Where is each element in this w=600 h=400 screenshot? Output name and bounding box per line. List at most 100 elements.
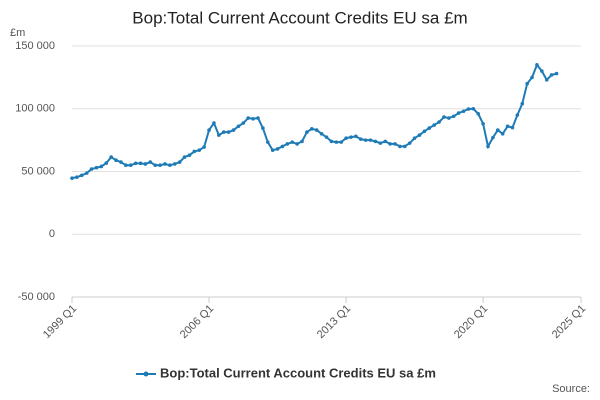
data-point [207,128,211,132]
data-point [236,124,241,129]
data-point [368,138,373,142]
data-point [270,148,275,152]
x-tick-label: 2025 Q1 [550,303,588,341]
data-point [70,176,74,180]
data-point [447,116,451,120]
data-point [177,160,182,164]
data-point [143,162,148,166]
y-tick-label: 0 [49,228,55,240]
data-point [119,160,123,164]
y-tick-label: 50 000 [21,165,55,177]
data-point [246,116,250,120]
data-point [251,116,255,121]
data-point [212,121,216,125]
data-point [427,126,432,130]
data-point [275,147,280,151]
data-point [104,161,109,165]
data-point [79,173,84,178]
data-point [535,63,539,67]
data-point [412,136,417,140]
data-point [510,125,515,130]
data-point [540,69,544,73]
data-point [388,142,392,146]
x-tick-label: 2020 Q1 [452,303,490,341]
x-tick-label: 2006 Q1 [178,303,216,341]
data-point [295,142,299,146]
data-point [172,162,177,166]
data-point [378,141,383,145]
series-line [71,62,557,180]
data-point [114,158,118,163]
data-point [148,160,153,164]
data-point [349,135,353,139]
data-point [285,142,290,146]
data-point [495,128,500,132]
data-point [393,142,397,146]
data-point [305,130,309,134]
data-point [197,148,202,152]
data-point [491,135,495,140]
data-point [168,163,172,168]
data-point [261,126,265,130]
data-point [133,161,138,166]
data-point [324,135,329,139]
data-point [187,153,192,157]
data-point [265,140,270,144]
data-point [153,163,158,168]
data-point [99,164,104,169]
data-point [358,137,363,141]
y-axis-label: £m [10,27,25,39]
data-point [124,163,128,168]
data-point [530,75,534,80]
data-point [403,144,407,149]
data-point [476,111,481,116]
data-point [549,73,554,77]
data-point [486,144,490,149]
data-point [422,129,427,134]
x-tick-label: 1999 Q1 [41,303,79,341]
data-point [525,81,529,86]
data-point [231,128,236,132]
data-point [505,124,510,129]
data-point [354,134,358,139]
source: Source: [552,383,590,395]
data-point [471,106,476,111]
data-point [520,101,525,106]
data-point [437,120,441,124]
data-point [163,162,167,166]
data-point [456,111,461,115]
data-point [221,130,226,134]
data-point [290,140,295,144]
y-tick-label: 150 000 [15,40,55,52]
data-point [339,140,343,144]
data-point [515,113,520,117]
data-point [363,138,368,142]
data-point [451,114,456,119]
data-point [241,121,246,125]
data-point [202,145,206,149]
legend-marker [143,371,149,377]
data-point [329,139,334,144]
chart-title: Bop:Total Current Account Credits EU sa … [132,8,467,27]
data-point [319,132,324,136]
data-point [417,133,422,137]
data-point [75,175,79,179]
data-point [310,127,314,131]
data-point [158,163,162,168]
data-point [442,115,446,119]
data-point [334,140,339,144]
data-point [300,139,304,144]
data-point [554,71,559,76]
y-tick-label: 100 000 [15,103,55,115]
x-tick-label: 2013 Q1 [315,303,353,341]
data-point [461,109,466,114]
data-point [128,163,133,168]
data-point [481,122,485,126]
legend-label: Bop:Total Current Account Credits EU sa … [160,365,436,380]
data-point [398,144,402,149]
data-point [344,136,348,140]
data-point [138,161,143,166]
data-point [109,155,113,159]
